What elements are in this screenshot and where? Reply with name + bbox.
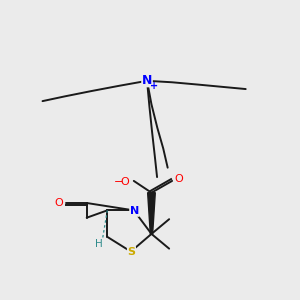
Text: O: O: [54, 198, 63, 208]
Text: +: +: [150, 81, 158, 91]
Text: O: O: [174, 174, 183, 184]
Text: N: N: [130, 206, 139, 216]
Text: N: N: [142, 74, 152, 87]
Text: O: O: [121, 177, 129, 188]
Text: H: H: [95, 239, 103, 249]
Polygon shape: [148, 193, 155, 234]
Text: −: −: [114, 177, 123, 187]
Text: S: S: [128, 247, 136, 256]
